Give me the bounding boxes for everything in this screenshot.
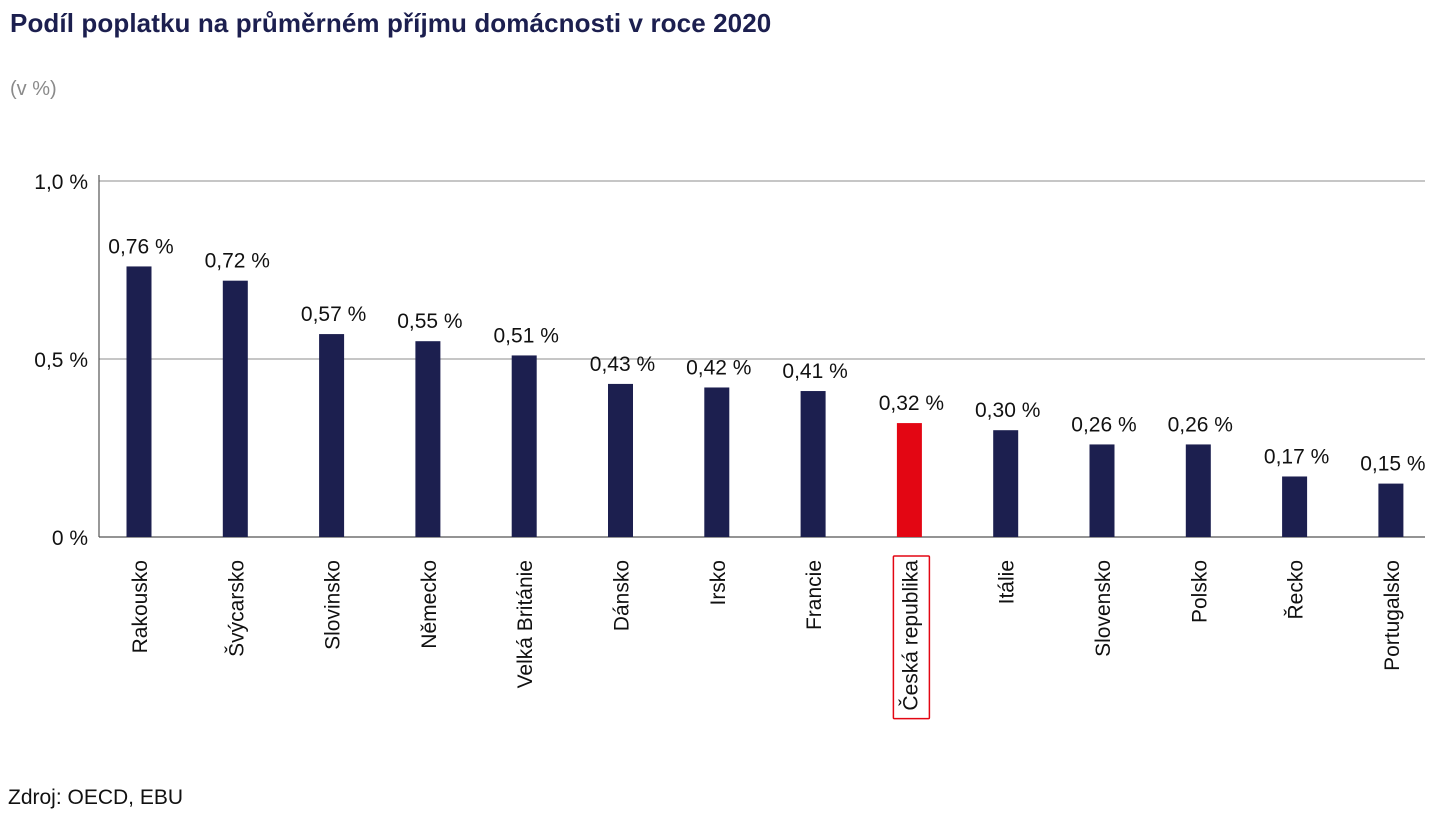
data-label: 0,32 %	[879, 392, 944, 415]
source-note: Zdroj: OECD, EBU	[8, 786, 184, 809]
bar	[993, 430, 1019, 537]
data-label: 0,26 %	[1071, 413, 1136, 436]
bar	[704, 387, 730, 537]
category-label: Slovensko	[1092, 560, 1115, 657]
data-label: 0,57 %	[301, 303, 366, 326]
y-tick-label: 0 %	[52, 527, 88, 550]
bar	[222, 280, 248, 537]
y-tick-label: 0,5 %	[34, 349, 88, 372]
category-label: Slovinsko	[322, 560, 345, 650]
data-label: 0,42 %	[686, 356, 751, 379]
bar	[126, 266, 152, 537]
data-label: 0,15 %	[1360, 453, 1425, 476]
bar	[1185, 444, 1211, 537]
category-label: Řecko	[1285, 560, 1308, 620]
data-label: 0,76 %	[108, 235, 173, 258]
chart-title: Podíl poplatku na průměrném příjmu domác…	[10, 8, 772, 38]
bar	[896, 423, 922, 537]
highlight-box	[892, 555, 931, 720]
y-tick-label: 1,0 %	[34, 171, 88, 194]
category-label: Itálie	[996, 560, 1019, 604]
data-label: 0,17 %	[1264, 445, 1329, 468]
category-label: Francie	[803, 560, 826, 630]
bar	[319, 334, 345, 537]
data-label: 0,72 %	[205, 250, 270, 273]
category-label: Velká Británie	[514, 560, 537, 688]
category-label: Česká republika	[899, 560, 922, 711]
category-label: Švýcarsko	[225, 560, 248, 657]
bar	[511, 355, 537, 537]
data-label: 0,51 %	[494, 324, 559, 347]
data-label: 0,26 %	[1168, 413, 1233, 436]
data-label: 0,30 %	[975, 399, 1040, 422]
bar	[415, 341, 441, 537]
bar	[1378, 483, 1404, 537]
category-label: Německo	[418, 560, 441, 649]
data-label: 0,43 %	[590, 353, 655, 376]
category-label: Irsko	[707, 560, 730, 606]
bar	[800, 391, 826, 537]
category-label: Portugalsko	[1381, 560, 1404, 671]
category-label: Polsko	[1188, 560, 1211, 623]
data-label: 0,55 %	[397, 310, 462, 333]
bar	[608, 383, 633, 537]
category-label: Dánsko	[611, 560, 634, 631]
chart-subtitle: (v %)	[10, 78, 57, 100]
data-label: 0,41 %	[782, 360, 847, 383]
bar	[1089, 444, 1115, 537]
bar	[1282, 476, 1308, 537]
category-label: Rakousko	[129, 560, 152, 653]
